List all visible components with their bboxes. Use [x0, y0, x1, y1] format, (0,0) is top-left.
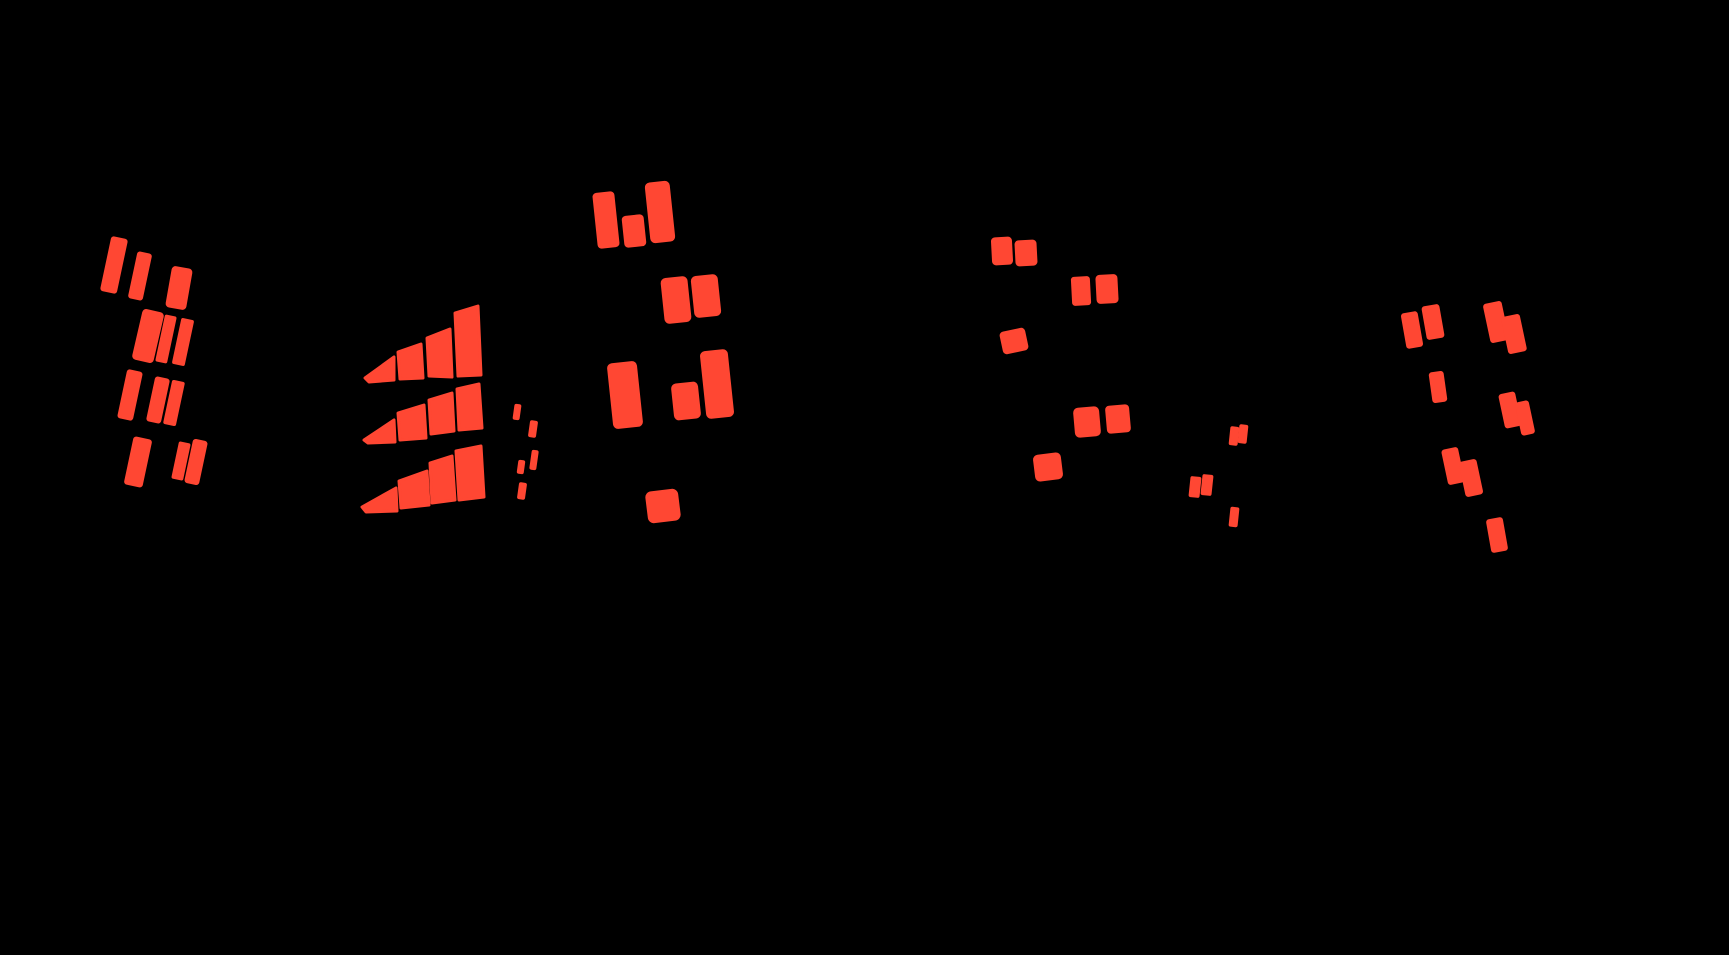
lit-window — [155, 314, 177, 364]
lit-window — [1428, 370, 1448, 404]
lit-window — [128, 251, 152, 301]
lit-window — [529, 449, 539, 471]
lit-window — [124, 436, 152, 488]
lit-window — [132, 308, 164, 364]
lit-window — [165, 266, 193, 310]
lit-window — [1498, 391, 1522, 429]
lit-window — [999, 327, 1029, 355]
lit-window — [146, 376, 170, 424]
lit-window — [117, 369, 143, 421]
lit-window — [1441, 447, 1465, 485]
lit-window — [172, 318, 194, 366]
lit-window — [1459, 459, 1483, 497]
lit-window — [690, 274, 722, 318]
lit-window-segment — [396, 403, 428, 442]
lit-window — [1228, 426, 1240, 446]
building-mid-right-tower — [990, 236, 1131, 482]
lit-window — [1483, 301, 1509, 343]
lit-window — [1400, 311, 1424, 349]
lit-window-segment — [428, 454, 457, 505]
lit-window — [100, 236, 128, 294]
lit-window — [512, 403, 522, 421]
buildings-layer — [100, 180, 1535, 553]
lit-window — [607, 361, 643, 429]
lit-window — [1421, 304, 1445, 340]
lit-window — [1014, 239, 1038, 267]
lit-window — [171, 441, 191, 481]
lit-window — [621, 214, 647, 248]
lit-window — [1095, 274, 1119, 304]
lit-window — [516, 459, 526, 475]
lit-window-segment — [360, 486, 399, 514]
lit-window — [645, 488, 681, 524]
lit-window — [1515, 400, 1535, 436]
lit-window — [644, 180, 676, 244]
lit-window — [660, 276, 692, 324]
lit-window-segment — [453, 304, 483, 378]
lit-window — [1200, 474, 1214, 496]
lit-window-segment — [362, 418, 397, 445]
lit-window-segment — [425, 327, 454, 379]
lit-window — [671, 381, 701, 421]
lit-window — [1237, 424, 1249, 444]
lit-window — [1073, 406, 1101, 438]
lit-window-segment — [396, 342, 425, 381]
lit-window — [1070, 276, 1092, 306]
lit-window — [528, 420, 538, 438]
building-center-tower — [592, 180, 734, 524]
lit-window — [700, 349, 734, 419]
building-distant-sliver-left — [512, 403, 539, 500]
lit-window — [592, 191, 620, 249]
lit-window — [517, 482, 527, 500]
lit-window — [1033, 452, 1063, 482]
lit-window — [184, 438, 208, 486]
lit-window-segment — [397, 469, 431, 510]
building-right-tower — [1400, 301, 1535, 553]
lit-window — [1105, 404, 1131, 434]
lit-window — [1228, 506, 1240, 528]
lit-window — [1501, 313, 1527, 355]
building-left-tower — [100, 236, 208, 488]
building-far-small-tower — [1188, 424, 1249, 528]
lit-window — [1188, 476, 1202, 498]
lit-window-segment — [363, 355, 396, 384]
lit-window-segment — [455, 382, 484, 432]
lit-window-segment — [454, 444, 486, 502]
lit-window — [1486, 517, 1508, 553]
lit-window — [990, 236, 1014, 266]
lit-window — [163, 380, 185, 426]
building-wedge-building — [360, 304, 486, 514]
lit-window-segment — [427, 391, 456, 436]
